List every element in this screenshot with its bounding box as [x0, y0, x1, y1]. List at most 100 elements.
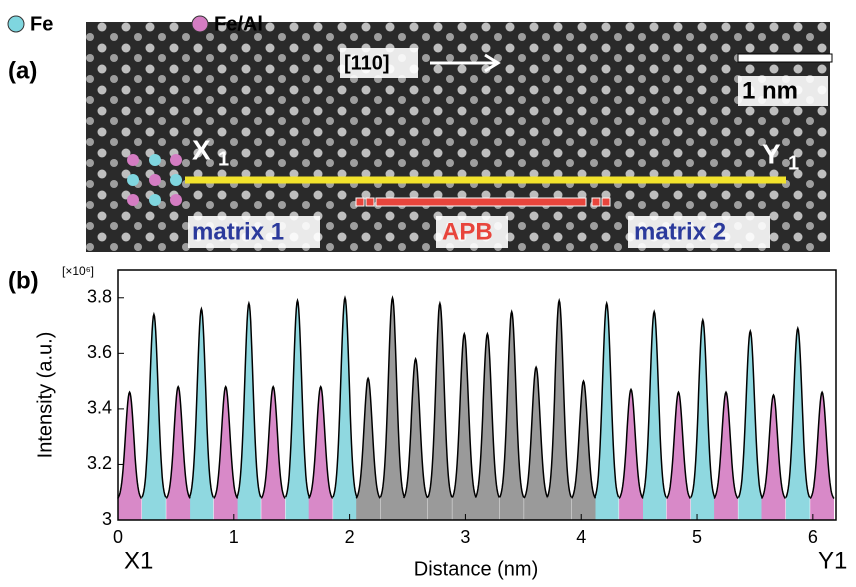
apb-bar [375, 197, 587, 207]
label-box [188, 216, 320, 248]
peak-outline [618, 387, 644, 499]
peak-outline [403, 356, 429, 499]
peak-outline [117, 390, 143, 499]
x-axis-title: Distance (nm) [414, 558, 538, 580]
peak-outline [308, 385, 334, 499]
label-box [738, 76, 828, 106]
peak-outline [760, 393, 786, 499]
region-label: matrix 1 [192, 218, 284, 245]
region-label: APB [442, 218, 493, 245]
peak [403, 358, 428, 520]
y1-label: Y [762, 138, 781, 169]
peak [213, 386, 238, 520]
y-tick-label: 3.2 [87, 453, 112, 473]
x-tick-label: 5 [692, 527, 702, 547]
x-tick-label: 0 [113, 527, 123, 547]
peak [428, 303, 452, 520]
legend-text: Fe/Al [214, 13, 263, 35]
peak-outline [188, 306, 214, 498]
apb-bar [365, 197, 375, 207]
peak-outline [570, 379, 597, 499]
peak [236, 303, 261, 520]
peak [261, 386, 286, 520]
peak [285, 300, 310, 520]
peak [166, 386, 191, 520]
peak [594, 303, 619, 520]
peak-outline [141, 311, 167, 498]
legend-text: Fe [30, 13, 53, 35]
peak-outline [546, 297, 572, 498]
peak [380, 297, 405, 520]
peak [810, 392, 834, 520]
peak-outline [523, 365, 549, 499]
stem-image [86, 22, 830, 252]
peak [333, 297, 357, 520]
panel-label: (b) [8, 267, 39, 294]
y1-sub: 1 [788, 152, 799, 174]
peak [714, 392, 738, 520]
peak-outline [713, 390, 739, 499]
region-label: matrix 2 [634, 218, 726, 245]
peak [571, 381, 596, 520]
x-tick-label: 1 [229, 527, 239, 547]
multiplier: [×10⁶] [62, 264, 94, 278]
peak [142, 314, 166, 520]
direction: [110] [344, 52, 390, 74]
apb-bar [591, 197, 601, 207]
scale-label: 1 nm [742, 77, 798, 104]
peak [499, 311, 524, 520]
peak-outline [379, 295, 406, 498]
y-tick-label: 3.6 [87, 342, 112, 362]
legend-dot [191, 15, 209, 33]
peak-outline [641, 309, 667, 498]
arrow-head [484, 53, 501, 73]
peak-outline [165, 385, 191, 499]
end-label: Y1 [818, 547, 847, 574]
peak [666, 392, 691, 520]
peak-outline [284, 297, 311, 498]
legend-dot [7, 15, 25, 33]
peak [452, 333, 477, 520]
peak [356, 378, 381, 520]
peak [690, 320, 715, 520]
y-tick-label: 3 [102, 509, 112, 529]
peak-outline [236, 300, 262, 498]
x-tick-label: 4 [576, 527, 586, 547]
peak [738, 331, 763, 520]
unit-cell [127, 154, 182, 206]
panel-label: (a) [8, 57, 37, 84]
peak [547, 300, 572, 520]
peak [524, 367, 548, 520]
y-axis-title: Intensity (a.u.) [34, 332, 56, 459]
x1-sub: 1 [218, 148, 229, 170]
peak [619, 389, 643, 520]
peak [189, 308, 214, 520]
label-box [436, 216, 508, 248]
peak-outline [332, 295, 358, 498]
peak-outline [427, 300, 453, 498]
peak-outline [690, 317, 716, 498]
y-tick-label: 3.4 [87, 398, 112, 418]
x-tick-label: 2 [345, 527, 355, 547]
peak-outline [474, 331, 501, 498]
peak [642, 311, 667, 520]
apb-bar [355, 197, 365, 207]
peak [308, 386, 333, 520]
peak-outline [213, 385, 239, 499]
x1-label: X [192, 134, 211, 165]
plot-frame [117, 269, 837, 521]
peak-outline [355, 376, 381, 499]
peak-outline [451, 331, 477, 498]
scale-bar [737, 53, 833, 63]
x-tick-label: 6 [808, 527, 818, 547]
peak [761, 395, 786, 520]
peak [117, 392, 142, 520]
peak-outline [666, 390, 691, 499]
peak-outline [785, 325, 811, 498]
label-box [340, 48, 418, 78]
peak-outline [809, 390, 835, 499]
peak [785, 328, 810, 520]
peak-outline [260, 385, 286, 499]
x-tick-label: 3 [460, 527, 470, 547]
start-label: X1 [124, 547, 153, 574]
